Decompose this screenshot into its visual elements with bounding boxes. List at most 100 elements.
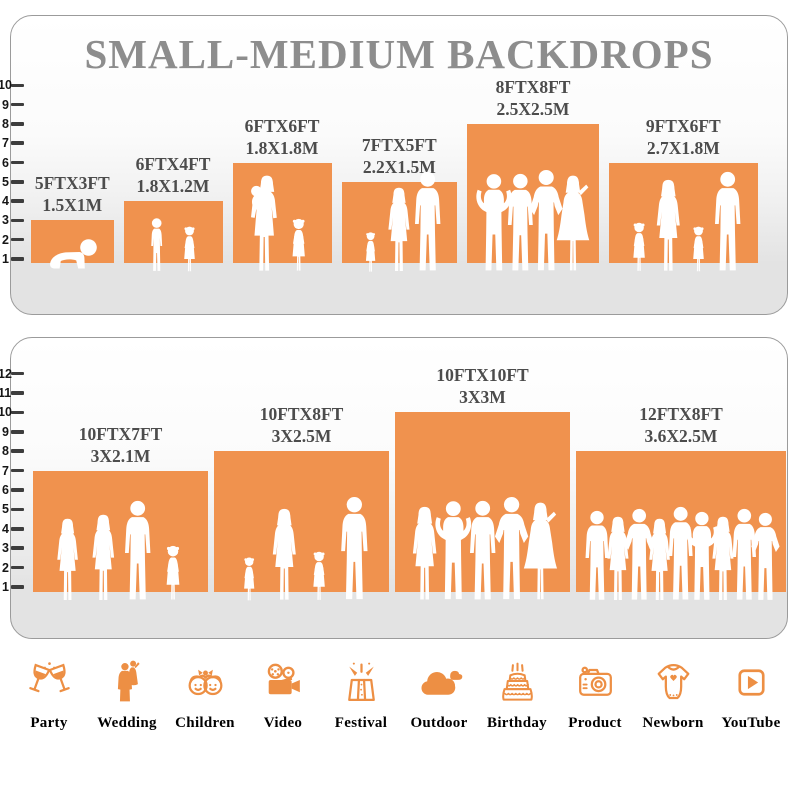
party-icon bbox=[25, 658, 74, 707]
ruler-tick-label: 6 bbox=[2, 155, 9, 170]
woman-silhouette bbox=[384, 187, 414, 275]
category-product: Product bbox=[556, 658, 634, 732]
wedding-icon bbox=[103, 658, 152, 707]
panel-small-backdrops: SMALL-MEDIUM BACKDROPS 1 2 3 4 5 6 7 8 9 10 5FTX3… bbox=[0, 15, 788, 315]
product-icon bbox=[571, 658, 620, 707]
ruler-tick bbox=[11, 546, 24, 550]
man-silhouette bbox=[120, 500, 155, 604]
size-ft-label: 10FTX8FT bbox=[259, 404, 344, 425]
ruler-tick bbox=[11, 468, 24, 473]
ruler-tick-label: 3 bbox=[2, 541, 9, 556]
category-row: Party Wedding Children Video Festival Outdoor… bbox=[10, 658, 790, 732]
category-label: YouTube bbox=[721, 715, 781, 731]
video-icon bbox=[259, 658, 308, 707]
size-m-label: 3X3M bbox=[459, 387, 506, 408]
festival-icon bbox=[337, 658, 386, 707]
man-pose-silhouette bbox=[490, 496, 533, 604]
size-ft-label: 8FTX8FT bbox=[495, 76, 571, 97]
backdrop-size-label: 12FTX8FT 3.6X2.5M bbox=[639, 403, 723, 447]
backdrop-size-label: 6FTX6FT 1.8X1.8M bbox=[245, 115, 320, 159]
size-m-label: 1.8X1.8M bbox=[245, 137, 319, 158]
backdrop-size-label: 6FTX4FT 1.8X1.2M bbox=[136, 153, 211, 197]
ruler-tick bbox=[11, 430, 24, 434]
woman-silhouette bbox=[645, 518, 674, 604]
ruler-tick-label: 7 bbox=[2, 136, 9, 151]
ruler-tick bbox=[11, 488, 24, 492]
birthday-icon bbox=[493, 658, 542, 707]
ruler-tick-label: 1 bbox=[2, 252, 9, 266]
ruler-tick-label: 10 bbox=[0, 405, 12, 420]
size-m-label: 2.5X2.5M bbox=[496, 98, 570, 119]
girl-silhouette bbox=[631, 221, 647, 275]
girl-silhouette bbox=[164, 544, 182, 604]
boy-silhouette bbox=[148, 217, 165, 275]
category-festival: Festival bbox=[322, 658, 400, 732]
woman-silhouette bbox=[53, 518, 82, 604]
ruler-tick-label: 9 bbox=[2, 97, 9, 112]
ruler-tick-label: 2 bbox=[2, 232, 9, 247]
category-children: Children bbox=[166, 658, 244, 732]
backdrop-bar bbox=[232, 162, 332, 263]
woman-skirt-silhouette bbox=[551, 175, 595, 275]
ruler-medium: 1 2 3 4 5 6 7 8 9 10 11 12 bbox=[0, 338, 787, 638]
ruler-tick bbox=[11, 585, 24, 589]
woman-silhouette bbox=[603, 516, 633, 604]
page-title: SMALL-MEDIUM BACKDROPS bbox=[84, 31, 714, 77]
ruler-tick bbox=[11, 199, 24, 203]
size-ft-label: 9FTX6FT bbox=[645, 115, 721, 136]
category-label: Outdoor bbox=[410, 715, 468, 731]
youtube-icon bbox=[727, 658, 776, 707]
ruler-tick bbox=[11, 527, 24, 531]
category-label: Birthday bbox=[487, 715, 547, 731]
man-silhouette bbox=[410, 171, 445, 275]
woman-silhouette bbox=[408, 506, 441, 604]
man-silhouette bbox=[664, 506, 697, 604]
backdrop-size-label: 7FTX5FT 2.2X1.5M bbox=[362, 134, 437, 178]
girl-silhouette bbox=[182, 225, 197, 275]
size-m-label: 3X2.1M bbox=[90, 445, 151, 466]
size-ft-label: 7FTX5FT bbox=[361, 134, 437, 155]
backdrop-size-label: 10FTX7FT 3X2.1M bbox=[79, 423, 163, 467]
ruler-tick-label: 11 bbox=[0, 386, 12, 400]
ruler-tick bbox=[11, 180, 24, 184]
panel-medium-backdrops: 1 2 3 4 5 6 7 8 9 10 11 12 10FTX7FT 3X2.1M 10FTX8FT 3X… bbox=[0, 337, 788, 639]
backdrop-bar bbox=[123, 201, 223, 263]
man-silhouette bbox=[336, 496, 373, 604]
size-m-label: 3.6X2.5M bbox=[644, 426, 718, 447]
ruler-tick-label: 8 bbox=[2, 444, 9, 459]
size-m-label: 2.7X1.8M bbox=[646, 137, 720, 158]
man-silhouette bbox=[465, 500, 500, 604]
ruler-tick-label: 7 bbox=[2, 463, 9, 478]
ruler-tick-label: 12 bbox=[0, 366, 12, 381]
size-m-label: 2.2X1.5M bbox=[362, 156, 436, 177]
ruler-tick bbox=[11, 83, 24, 88]
ruler-tick bbox=[11, 160, 24, 165]
ruler-tick-label: 3 bbox=[2, 213, 9, 228]
size-m-label: 1.5X1M bbox=[42, 195, 103, 216]
size-ft-label: 6FTX4FT bbox=[135, 154, 211, 175]
girl-silhouette bbox=[691, 225, 706, 275]
ruler-tick bbox=[11, 141, 24, 145]
category-label: Product bbox=[568, 715, 622, 731]
man-silhouette bbox=[710, 171, 745, 275]
ruler-tick-label: 5 bbox=[2, 174, 9, 189]
ruler-tick-label: 5 bbox=[2, 502, 9, 517]
man-pose-silhouette bbox=[747, 512, 784, 604]
category-label: Wedding bbox=[97, 715, 157, 731]
backdrop-size-label: 5FTX3FT 1.5X1M bbox=[35, 172, 110, 216]
size-ft-label: 10FTX10FT bbox=[436, 365, 529, 386]
woman-skirt-silhouette bbox=[518, 502, 563, 604]
ruler-small: 1 2 3 4 5 6 7 8 9 10 bbox=[0, 16, 787, 314]
category-party: Party bbox=[10, 658, 88, 732]
man-pose-silhouette bbox=[620, 508, 658, 604]
backdrop-size-label: 10FTX10FT 3X3M bbox=[436, 364, 528, 408]
newborn-icon bbox=[649, 658, 698, 707]
backdrop-size-label: 9FTX6FT 2.7X1.8M bbox=[646, 115, 721, 159]
backdrop-size-label: 10FTX8FT 3X2.5M bbox=[260, 403, 344, 447]
ruler-tick-label: 2 bbox=[2, 560, 9, 575]
ruler-tick bbox=[11, 122, 24, 126]
ruler-tick bbox=[11, 257, 24, 261]
category-label: Video bbox=[263, 715, 303, 731]
ruler-tick-label: 1 bbox=[2, 580, 9, 594]
size-ft-label: 5FTX3FT bbox=[34, 173, 110, 194]
